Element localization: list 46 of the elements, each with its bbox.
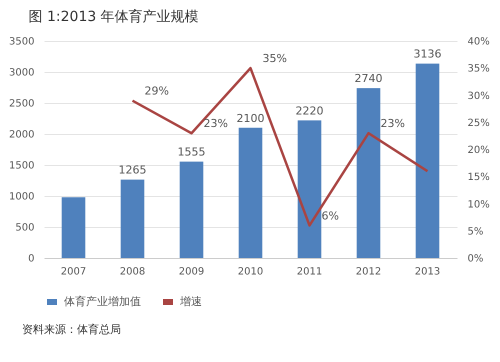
data-label: 2740 — [354, 72, 382, 86]
x-tick-label: 2010 — [238, 266, 264, 278]
x-tick-label: 2007 — [60, 266, 86, 278]
y-tick-label: 3500 — [9, 36, 34, 48]
y-tick-label: 1500 — [9, 160, 34, 172]
y-tick-label: 0 — [28, 254, 34, 264]
x-tick-label: 2009 — [178, 266, 204, 278]
bar — [298, 120, 322, 258]
data-label: 23% — [204, 117, 228, 130]
data-label: 1555 — [178, 146, 206, 159]
y-tick-label: 3000 — [9, 68, 34, 78]
y2-tick-label: 15% — [468, 172, 490, 184]
data-label: 23% — [380, 117, 405, 130]
x-tick-label: 2011 — [296, 266, 322, 278]
legend-label: 增速 — [179, 295, 202, 308]
x-tick-label: 2013 — [414, 266, 440, 278]
y-tick-label: 1000 — [9, 192, 34, 202]
data-label: 35% — [262, 52, 287, 66]
y-tick-label: 2500 — [9, 98, 34, 110]
legend-label: 体育产业增加值 — [64, 295, 141, 308]
bar — [180, 162, 204, 258]
data-label: 2100 — [236, 112, 264, 125]
y2-tick-label: 0% — [468, 254, 484, 264]
data-label: 29% — [144, 84, 169, 98]
y2-tick-label: 5% — [468, 226, 484, 238]
bar — [356, 88, 380, 258]
y2-tick-label: 25% — [468, 118, 490, 129]
y2-tick-label: 35% — [468, 64, 490, 75]
bar — [416, 64, 440, 258]
y2-tick-label: 20% — [468, 145, 490, 156]
y2-tick-label: 10% — [468, 199, 490, 210]
chart-title: 图 1:2013 年体育产业规模 — [28, 8, 199, 25]
x-tick-label: 2012 — [356, 266, 382, 278]
y2-tick-label: 30% — [468, 90, 490, 102]
x-tick-label: 2008 — [120, 266, 146, 278]
data-label: 6% — [322, 209, 339, 222]
data-label: 3136 — [414, 48, 442, 61]
data-label: 1265 — [118, 164, 146, 177]
bar — [62, 197, 86, 258]
data-label: 2220 — [296, 104, 324, 118]
text: 资料来源：体育总局 — [21, 322, 122, 337]
bar — [238, 128, 262, 258]
y-tick-label: 500 — [15, 222, 34, 234]
y-tick-label: 2000 — [9, 130, 34, 140]
y2-tick-label: 40% — [468, 36, 490, 48]
bar — [120, 180, 144, 258]
